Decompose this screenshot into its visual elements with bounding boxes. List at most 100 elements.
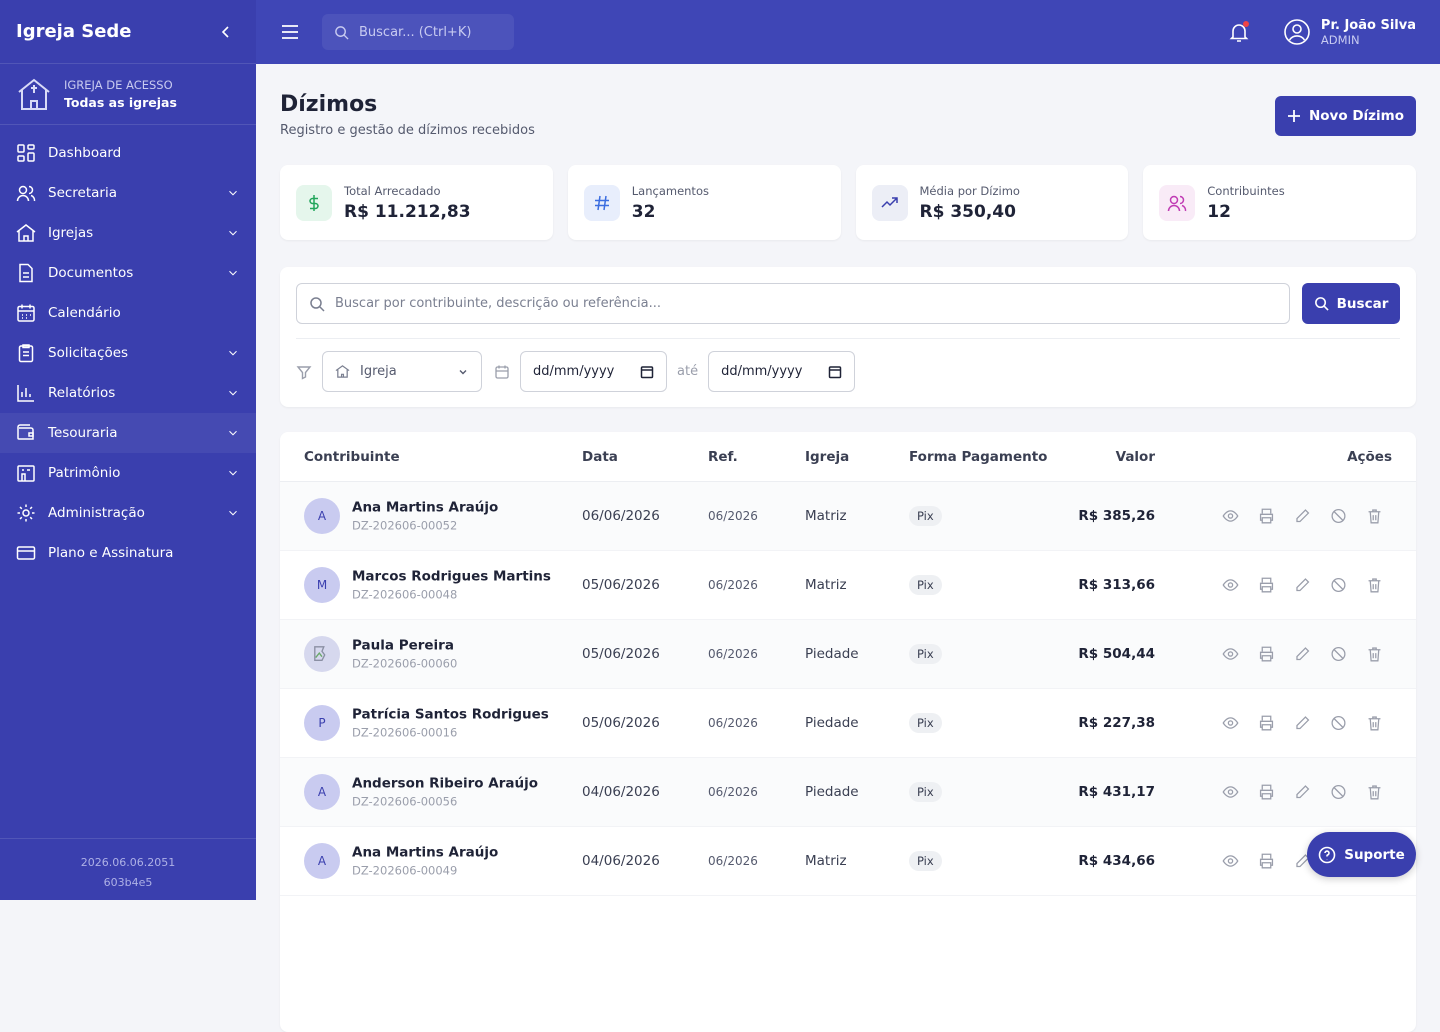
collapse-button[interactable] bbox=[218, 24, 234, 40]
church-icon bbox=[335, 365, 350, 378]
filters: Buscar por contribuinte, descrição ou re… bbox=[280, 267, 1416, 407]
stat-text: Contribuintes 12 bbox=[1207, 184, 1284, 222]
stat-text: Total Arrecadado R$ 11.212,83 bbox=[344, 184, 471, 222]
search-button[interactable]: Buscar bbox=[1302, 283, 1400, 324]
new-tithe-label: Novo Dízimo bbox=[1308, 108, 1404, 124]
menu-item[interactable]: Relatórios bbox=[0, 373, 256, 413]
search-input[interactable]: Buscar por contribuinte, descrição ou re… bbox=[296, 283, 1290, 324]
stat-card: Total Arrecadado R$ 11.212,83 bbox=[280, 165, 553, 240]
delete-action[interactable] bbox=[1366, 577, 1383, 594]
stat-value: R$ 350,40 bbox=[919, 201, 1016, 222]
date-from-input[interactable]: dd/mm/yyyy bbox=[520, 351, 667, 392]
table-header: Contribuinte Data Ref. Igreja Forma Pagament… bbox=[280, 432, 1416, 482]
stat-value: 12 bbox=[1207, 201, 1231, 222]
contributor-name: Paula Pereira bbox=[352, 637, 454, 654]
delete-action[interactable] bbox=[1366, 784, 1383, 801]
menu-chevron bbox=[229, 270, 237, 276]
menu-icon bbox=[17, 144, 35, 162]
menu-item[interactable]: Patrimônio bbox=[0, 453, 256, 493]
menu-item[interactable]: Documentos bbox=[0, 253, 256, 293]
avatar-initial: P bbox=[318, 716, 326, 730]
user-role: ADMIN bbox=[1320, 32, 1360, 47]
church-select[interactable]: Igreja bbox=[322, 351, 482, 392]
delete-action[interactable] bbox=[1366, 508, 1383, 525]
view-action[interactable] bbox=[1222, 784, 1239, 801]
notifications-button[interactable] bbox=[1227, 20, 1251, 44]
print-action[interactable] bbox=[1258, 646, 1275, 663]
edit-action[interactable] bbox=[1294, 784, 1311, 801]
menu-item[interactable]: Calendário bbox=[0, 293, 256, 333]
menu-item[interactable]: Tesouraria bbox=[0, 413, 256, 453]
delete-action[interactable] bbox=[1366, 646, 1383, 663]
contributor: Anderson Ribeiro Araújo DZ-202606-00056 bbox=[352, 776, 538, 809]
menu-icon bbox=[17, 304, 35, 322]
reference: 06/2026 bbox=[708, 509, 758, 523]
menu-label: Solicitações bbox=[48, 345, 129, 361]
menu-label: Secretaria bbox=[48, 185, 117, 201]
stat-label: Contribuintes bbox=[1207, 183, 1285, 198]
view-action[interactable] bbox=[1222, 508, 1239, 525]
table-row: A Anderson Ribeiro Araújo DZ-202606-00056 0… bbox=[280, 758, 1416, 827]
tithes-table: Contribuinte Data Ref. Igreja Forma Pagament… bbox=[280, 432, 1416, 1032]
edit-action[interactable] bbox=[1294, 715, 1311, 732]
support-label: Suporte bbox=[1344, 846, 1405, 863]
view-action[interactable] bbox=[1222, 646, 1239, 663]
new-tithe-button[interactable]: Novo Dízimo bbox=[1275, 96, 1416, 136]
topbar: Buscar... (Ctrl+K) Pr. João Silva ADMIN bbox=[256, 0, 1440, 64]
contributor-name: Ana Martins Araújo bbox=[352, 499, 499, 516]
cancel-action[interactable] bbox=[1330, 508, 1347, 525]
amount: R$ 504,44 bbox=[1078, 646, 1155, 662]
stat-card: Média por Dízimo R$ 350,40 bbox=[855, 165, 1129, 240]
menu-item[interactable]: Igrejas bbox=[0, 213, 256, 253]
church: Piedade bbox=[805, 646, 859, 662]
menu-toggle[interactable] bbox=[280, 22, 300, 42]
print-action[interactable] bbox=[1258, 784, 1275, 801]
support-button[interactable]: Suporte bbox=[1307, 832, 1416, 877]
edit-action[interactable] bbox=[1294, 646, 1311, 663]
chevron bbox=[459, 369, 467, 374]
user-avatar[interactable] bbox=[1283, 18, 1311, 46]
menu-item[interactable]: Administração bbox=[0, 493, 256, 533]
filter-row: Igreja dd/mm/yyyy até dd/mm/yyyy bbox=[296, 338, 1400, 392]
table-row: P Patrícia Santos Rodrigues DZ-202606-0001… bbox=[280, 689, 1416, 758]
menu-item[interactable]: Plano e Assinatura bbox=[0, 533, 256, 573]
amount: R$ 431,17 bbox=[1078, 784, 1155, 800]
view-action[interactable] bbox=[1222, 853, 1239, 870]
menu-item[interactable]: Dashboard bbox=[0, 133, 256, 173]
menu-label: Igrejas bbox=[48, 225, 94, 241]
global-search[interactable]: Buscar... (Ctrl+K) bbox=[322, 14, 514, 50]
print-action[interactable] bbox=[1258, 577, 1275, 594]
cancel-action[interactable] bbox=[1330, 784, 1347, 801]
menu-icon bbox=[17, 465, 35, 482]
delete-action[interactable] bbox=[1366, 715, 1383, 732]
church-access[interactable]: IGREJA DE ACESSO Todas as igrejas bbox=[0, 64, 256, 125]
view-action[interactable] bbox=[1222, 577, 1239, 594]
stat-icon bbox=[583, 184, 620, 221]
edit-action[interactable] bbox=[1294, 508, 1311, 525]
cancel-action[interactable] bbox=[1330, 577, 1347, 594]
stat-text: Média por Dízimo R$ 350,40 bbox=[920, 184, 1020, 222]
cancel-action[interactable] bbox=[1330, 646, 1347, 663]
print-action[interactable] bbox=[1258, 508, 1275, 525]
menu-item[interactable]: Secretaria bbox=[0, 173, 256, 213]
view-action[interactable] bbox=[1222, 715, 1239, 732]
table-row: A Ana Martins Araújo DZ-202606-00049 04/06/… bbox=[280, 827, 1416, 896]
menu-label: Tesouraria bbox=[48, 425, 118, 441]
contributor: Ana Martins Araújo DZ-202606-00052 bbox=[352, 500, 498, 533]
stat-card: Contribuintes 12 bbox=[1143, 165, 1416, 240]
date-to-input[interactable]: dd/mm/yyyy bbox=[708, 351, 856, 392]
menu-chevron bbox=[229, 350, 237, 356]
cancel-action[interactable] bbox=[1330, 715, 1347, 732]
contributor-name: Ana Martins Araújo bbox=[352, 844, 499, 861]
payment-method: Pix bbox=[909, 644, 942, 664]
menu-item[interactable]: Solicitações bbox=[0, 333, 256, 373]
date: 04/06/2026 bbox=[582, 853, 660, 869]
avatar: M bbox=[304, 567, 340, 603]
amount: R$ 313,66 bbox=[1078, 577, 1155, 593]
contributor: Paula Pereira DZ-202606-00060 bbox=[352, 638, 457, 671]
edit-action[interactable] bbox=[1294, 577, 1311, 594]
print-action[interactable] bbox=[1258, 715, 1275, 732]
print-action[interactable] bbox=[1258, 853, 1275, 870]
